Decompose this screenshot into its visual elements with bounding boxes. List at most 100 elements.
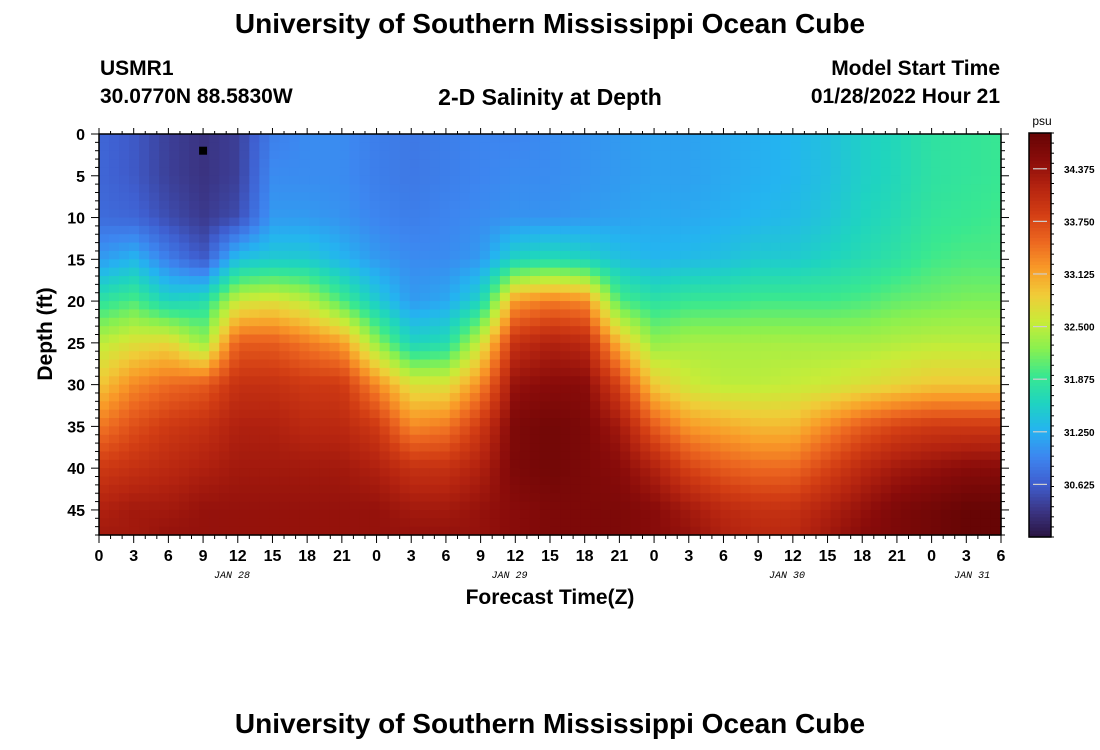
heatmap-cell [259, 401, 270, 411]
heatmap-cell [279, 150, 291, 160]
heatmap-cell [159, 217, 170, 227]
heatmap-cell [539, 292, 551, 302]
heatmap-cell [740, 484, 752, 494]
heatmap-cell [940, 159, 952, 169]
heatmap-cell [389, 175, 401, 185]
heatmap-cell [269, 334, 280, 344]
heatmap-cell [870, 376, 882, 386]
heatmap-cell [610, 409, 621, 419]
colorbar-segment [1029, 139, 1051, 144]
heatmap-cell [800, 526, 812, 536]
heatmap-cell [219, 242, 230, 252]
heatmap-cell [519, 259, 531, 269]
heatmap-cell [980, 401, 992, 411]
heatmap-cell [169, 451, 180, 461]
heatmap-cell [199, 134, 210, 143]
heatmap-cell [910, 509, 922, 519]
heatmap-cell [429, 351, 441, 361]
heatmap-cell [379, 242, 391, 252]
heatmap-cell [680, 276, 691, 285]
heatmap-cell [119, 317, 130, 327]
heatmap-cell [920, 418, 932, 427]
heatmap-cell [249, 426, 260, 436]
heatmap-cell [269, 376, 280, 386]
heatmap-cell [610, 192, 621, 202]
heatmap-cell [309, 150, 321, 160]
heatmap-cell [109, 284, 120, 294]
heatmap-cell [249, 334, 260, 344]
heatmap-cell [730, 301, 742, 311]
heatmap-cell [640, 175, 651, 185]
heatmap-cell [610, 359, 621, 369]
heatmap-cell [770, 134, 782, 143]
heatmap-cell [720, 175, 731, 185]
heatmap-cell [499, 250, 511, 260]
heatmap-cell [149, 192, 160, 202]
heatmap-cell [970, 459, 982, 469]
heatmap-cell [379, 351, 391, 361]
heatmap-cell [159, 167, 170, 177]
heatmap-cell [389, 509, 401, 519]
heatmap-cell [550, 459, 561, 469]
heatmap-cell [950, 384, 962, 394]
heatmap-cell [990, 401, 1002, 411]
heatmap-cell [830, 484, 842, 494]
heatmap-cell [509, 259, 521, 269]
heatmap-cell [610, 292, 621, 302]
heatmap-cell [900, 234, 912, 244]
heatmap-cell [139, 493, 150, 503]
heatmap-cell [459, 209, 471, 219]
heatmap-cell [870, 209, 882, 219]
heatmap-cell [760, 376, 772, 386]
heatmap-cell [499, 426, 511, 436]
heatmap-cell [870, 351, 882, 361]
heatmap-cell [860, 150, 872, 160]
heatmap-cell [349, 250, 361, 260]
heatmap-cell [449, 342, 461, 352]
heatmap-cell [429, 175, 441, 185]
heatmap-cell [780, 334, 792, 344]
heatmap-cell [419, 217, 431, 227]
heatmap-cell [469, 509, 481, 519]
heatmap-cell [449, 250, 461, 260]
heatmap-cell [319, 418, 331, 427]
heatmap-cell [519, 443, 531, 453]
heatmap-cell [489, 468, 501, 478]
heatmap-cell [910, 259, 922, 269]
heatmap-cell [820, 342, 832, 352]
heatmap-cell [339, 367, 351, 377]
heatmap-cell [620, 209, 631, 219]
heatmap-cell [550, 284, 561, 294]
heatmap-cell [389, 501, 401, 511]
heatmap-cell [159, 434, 170, 444]
heatmap-cell [790, 326, 802, 336]
heatmap-cell [720, 284, 731, 294]
heatmap-cell [860, 284, 872, 294]
heatmap-cell [900, 276, 912, 285]
heatmap-cell [429, 217, 441, 227]
heatmap-cell [560, 276, 571, 285]
heatmap-cell [369, 509, 381, 519]
heatmap-cell [239, 225, 250, 235]
heatmap-cell [970, 175, 982, 185]
heatmap-cell [289, 493, 301, 503]
heatmap-cell [429, 451, 441, 461]
heatmap-cell [960, 493, 972, 503]
heatmap-cell [940, 142, 952, 152]
heatmap-cell [900, 501, 912, 511]
heatmap-cell [900, 317, 912, 327]
heatmap-cell [149, 426, 160, 436]
colorbar-segment [1029, 156, 1051, 161]
heatmap-cell [990, 384, 1002, 394]
heatmap-cell [690, 159, 701, 169]
heatmap-cell [620, 276, 631, 285]
colorbar-segment [1029, 314, 1051, 319]
heatmap-cell [199, 409, 210, 419]
colorbar-segment [1029, 257, 1051, 262]
heatmap-cell [439, 468, 451, 478]
heatmap-cell [269, 401, 280, 411]
heatmap-cell [770, 509, 782, 519]
heatmap-cell [329, 217, 341, 227]
colorbar-segment [1029, 486, 1051, 491]
heatmap-cell [349, 267, 361, 277]
